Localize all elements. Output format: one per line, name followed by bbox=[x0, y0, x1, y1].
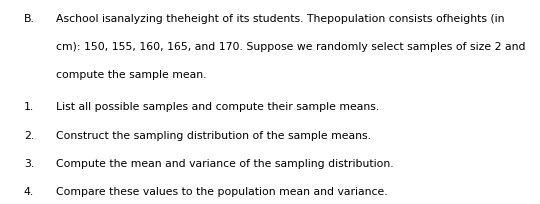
Text: Compute the mean and variance of the sampling distribution.: Compute the mean and variance of the sam… bbox=[56, 158, 393, 168]
Text: Compare these values to the population mean and variance.: Compare these values to the population m… bbox=[56, 186, 387, 196]
Text: B.: B. bbox=[24, 14, 35, 24]
Text: 4.: 4. bbox=[24, 186, 34, 196]
Text: List all possible samples and compute their sample means.: List all possible samples and compute th… bbox=[56, 102, 379, 112]
Text: compute the sample mean.: compute the sample mean. bbox=[56, 70, 206, 80]
Text: Aschool isanalyzing theheight of its students. Thepopulation consists ofheights : Aschool isanalyzing theheight of its stu… bbox=[56, 14, 504, 24]
Text: Construct the sampling distribution of the sample means.: Construct the sampling distribution of t… bbox=[56, 130, 370, 140]
Text: 2.: 2. bbox=[24, 130, 34, 140]
Text: 3.: 3. bbox=[24, 158, 34, 168]
Text: 1.: 1. bbox=[24, 102, 34, 112]
Text: cm): 150, 155, 160, 165, and 170. Suppose we randomly select samples of size 2 a: cm): 150, 155, 160, 165, and 170. Suppos… bbox=[56, 42, 525, 52]
